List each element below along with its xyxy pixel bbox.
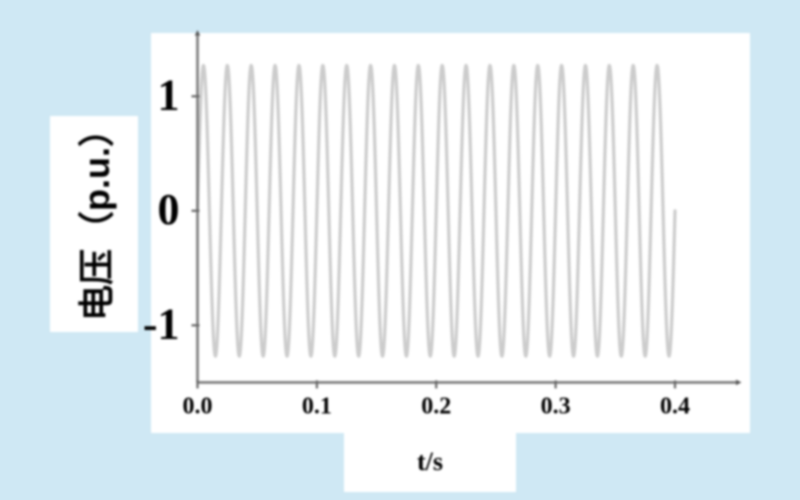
- svg-text:0.0: 0.0: [183, 393, 213, 419]
- svg-text:-1: -1: [143, 299, 180, 348]
- svg-text:0.4: 0.4: [660, 393, 690, 419]
- svg-text:0.2: 0.2: [421, 393, 451, 419]
- svg-text:0.1: 0.1: [302, 393, 332, 419]
- svg-text:0: 0: [158, 185, 180, 234]
- svg-text:0.3: 0.3: [541, 393, 571, 419]
- svg-text:1: 1: [158, 70, 180, 119]
